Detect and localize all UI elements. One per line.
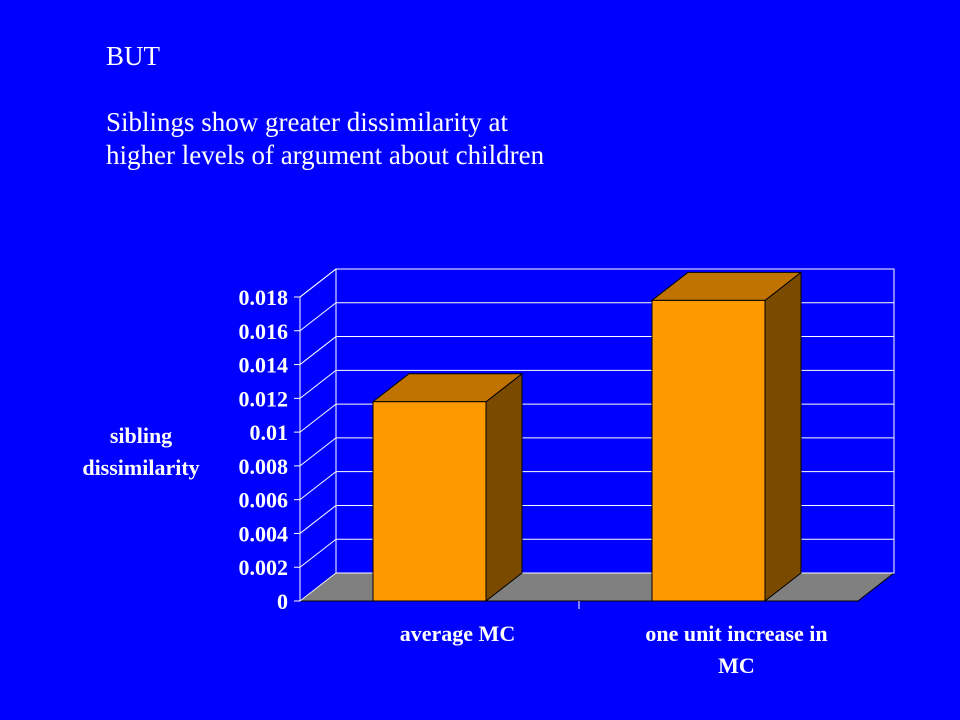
y-tick-label: 0.002 (239, 555, 289, 580)
gridline-side (299, 336, 337, 365)
x-category-label-line: average MC (400, 621, 515, 646)
y-axis-title-line: dissimilarity (82, 455, 199, 480)
gridline-side (299, 471, 337, 501)
y-tick-label: 0.016 (239, 319, 289, 344)
bar-front (651, 299, 766, 602)
y-tick-label: 0.004 (239, 521, 289, 546)
bar (650, 271, 803, 603)
gridline-side (299, 505, 337, 534)
bar-side (485, 372, 523, 603)
gridline-side (299, 302, 337, 332)
bar (371, 372, 524, 603)
x-category-labels: average MC one unit increase in MC (400, 601, 828, 678)
slide-heading: BUT Siblings show greater dissimilarity … (106, 40, 806, 172)
x-category-label: average MC (400, 621, 515, 646)
y-tick-label: 0.012 (239, 386, 289, 411)
y-tick-label: 0.018 (239, 285, 289, 310)
x-category-label-line: one unit increase in (645, 621, 827, 646)
gridline-side (299, 538, 337, 568)
gridline-side (299, 572, 337, 602)
bar-front (372, 401, 487, 602)
x-category-label: one unit increase in MC (645, 621, 827, 678)
y-tick-label: 0.006 (239, 488, 289, 513)
y-tick-label: 0 (277, 589, 288, 614)
gridline-side (299, 369, 337, 399)
x-category-label-line: MC (718, 653, 755, 678)
y-axis-title-line: sibling (110, 423, 172, 448)
gridline-side (299, 403, 337, 433)
y-axis-title: sibling dissimilarity (82, 423, 199, 480)
bar-side (764, 271, 802, 603)
y-axis-top-edge (299, 268, 337, 298)
y-tick-label: 0.008 (239, 454, 289, 479)
gridline-side (299, 437, 337, 467)
y-tick-label: 0.01 (250, 420, 289, 445)
bars (371, 271, 803, 603)
y-tick-labels: 0 0.002 0.004 0.006 0.008 0.01 0.012 0.014 0.016… (239, 285, 289, 614)
y-tick-label: 0.014 (239, 353, 289, 378)
heading-lead: BUT (106, 41, 160, 71)
heading-line-1: Siblings show greater dissimilarity at (106, 107, 508, 137)
heading-line-2: higher levels of argument about children (106, 140, 545, 170)
